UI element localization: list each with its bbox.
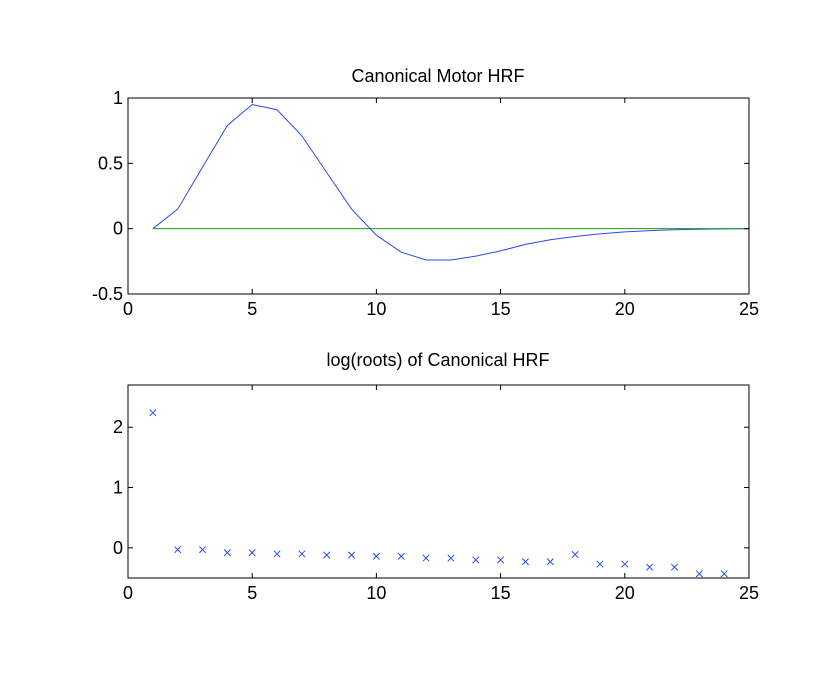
data-point-x-marker [521, 558, 529, 566]
data-point-x-marker [571, 550, 579, 559]
chart-title-motor-hrf: Canonical Motor HRF [351, 66, 524, 86]
x-tick-label: 15 [491, 299, 511, 319]
x-tick-label: 0 [123, 583, 133, 603]
marks-motor-hrf [152, 103, 750, 261]
data-point-x-marker [149, 409, 157, 417]
data-point-x-marker [546, 558, 554, 566]
data-point-x-marker [397, 552, 405, 560]
data-point-x-marker [198, 546, 207, 554]
data-point-x-marker [273, 550, 281, 558]
y-tick-label: -0.5 [92, 284, 123, 304]
plot-frame-motor-hrf [127, 97, 750, 295]
data-point-x-marker [348, 551, 356, 559]
data-point-x-marker [596, 560, 604, 568]
x-tick-label: 0 [123, 299, 133, 319]
data-point-x-marker [174, 546, 182, 554]
data-point-x-marker [695, 570, 703, 578]
y-tick-label: 0 [113, 538, 123, 558]
data-point-x-marker [472, 556, 480, 564]
x-tick-label: 15 [491, 583, 511, 603]
x-tick-label: 10 [366, 299, 386, 319]
data-point-x-marker [670, 563, 679, 571]
data-point-x-marker [323, 551, 331, 559]
data-point-x-marker [621, 560, 629, 568]
ticks-motor-hrf: 0 5 10 15 20 25-0.500.51 [92, 88, 759, 319]
data-point-x-marker [720, 570, 728, 578]
data-point-x-marker [497, 556, 505, 564]
x-tick-label: 25 [739, 299, 759, 319]
y-tick-label: 1 [113, 478, 123, 498]
x-tick-label: 20 [615, 299, 635, 319]
data-point-x-marker [372, 552, 380, 560]
x-tick-label: 5 [247, 583, 257, 603]
axes-motor-hrf: Canonical Motor HRF 0 5 10 15 20 25-0.500.51 [92, 66, 759, 319]
data-point-x-marker [223, 549, 231, 557]
x-tick-label: 25 [739, 583, 759, 603]
chart-title-log-roots: log(roots) of Canonical HRF [326, 350, 549, 370]
x-tick-label: 20 [615, 583, 635, 603]
marks-log-roots [149, 409, 728, 578]
ticks-log-roots: 0 5 10 15 20 25 0 1 2 [113, 385, 759, 603]
y-tick-label: 2 [113, 417, 123, 437]
axes-log-roots: log(roots) of Canonical HRF 0 5 10 15 20 25 0 1… [113, 350, 759, 603]
x-tick-label: 10 [366, 583, 386, 603]
data-point-x-marker [646, 563, 654, 571]
y-tick-label: 0 [113, 219, 123, 239]
data-point-x-marker [447, 554, 455, 562]
y-tick-label: 0.5 [98, 153, 123, 173]
y-tick-label: 1 [113, 88, 123, 108]
x-tick-label: 5 [247, 299, 257, 319]
plot-frame-log-roots [127, 384, 750, 579]
series-line-0 [152, 103, 750, 261]
data-point-x-marker [298, 550, 306, 558]
data-point-x-marker [422, 554, 430, 562]
data-point-x-marker [248, 549, 256, 557]
